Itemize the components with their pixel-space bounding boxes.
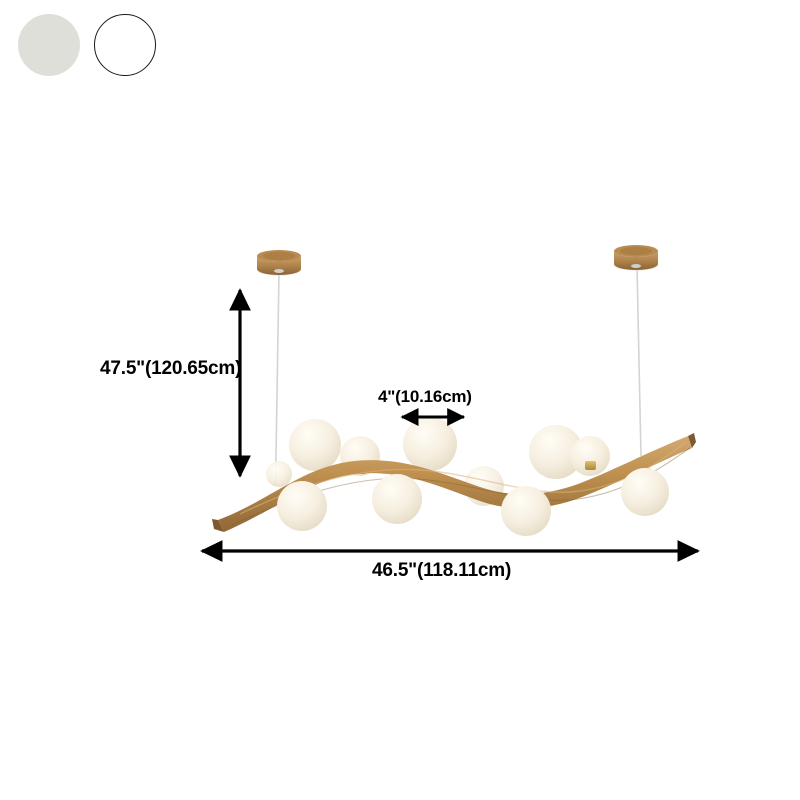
drop-dimension-label: 4"(10.16cm) <box>378 387 472 406</box>
off-white-swatch[interactable] <box>18 14 80 76</box>
width-dimension-label: 46.5"(118.11cm) <box>372 560 512 581</box>
height-dimension-label: 47.5"(120.65cm) <box>100 358 242 379</box>
color-swatch-group <box>18 14 156 76</box>
white-swatch[interactable] <box>94 14 156 76</box>
